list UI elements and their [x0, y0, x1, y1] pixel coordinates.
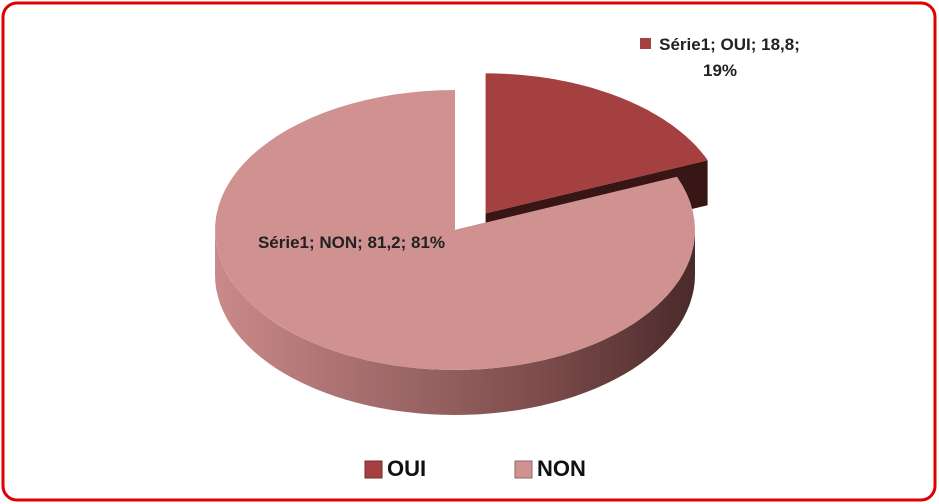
data-label: Série1; OUI; 18,8; 19%: [625, 32, 815, 84]
label-key: [238, 236, 250, 247]
legend-label: NON: [537, 456, 586, 481]
data-label-text: Série1; NON; 81,2; 81%: [257, 233, 446, 252]
legend-label: OUI: [387, 456, 426, 481]
pie-slice: [215, 90, 695, 370]
legend-swatch: [364, 460, 383, 479]
legend-swatch: [514, 460, 533, 479]
data-label: Série1; NON; 81,2; 81%: [232, 230, 452, 256]
pie-slice: [485, 73, 708, 214]
label-key: [640, 38, 652, 49]
data-label-text: Série1; OUI; 18,8; 19%: [659, 35, 800, 80]
slice-side: [215, 230, 695, 415]
